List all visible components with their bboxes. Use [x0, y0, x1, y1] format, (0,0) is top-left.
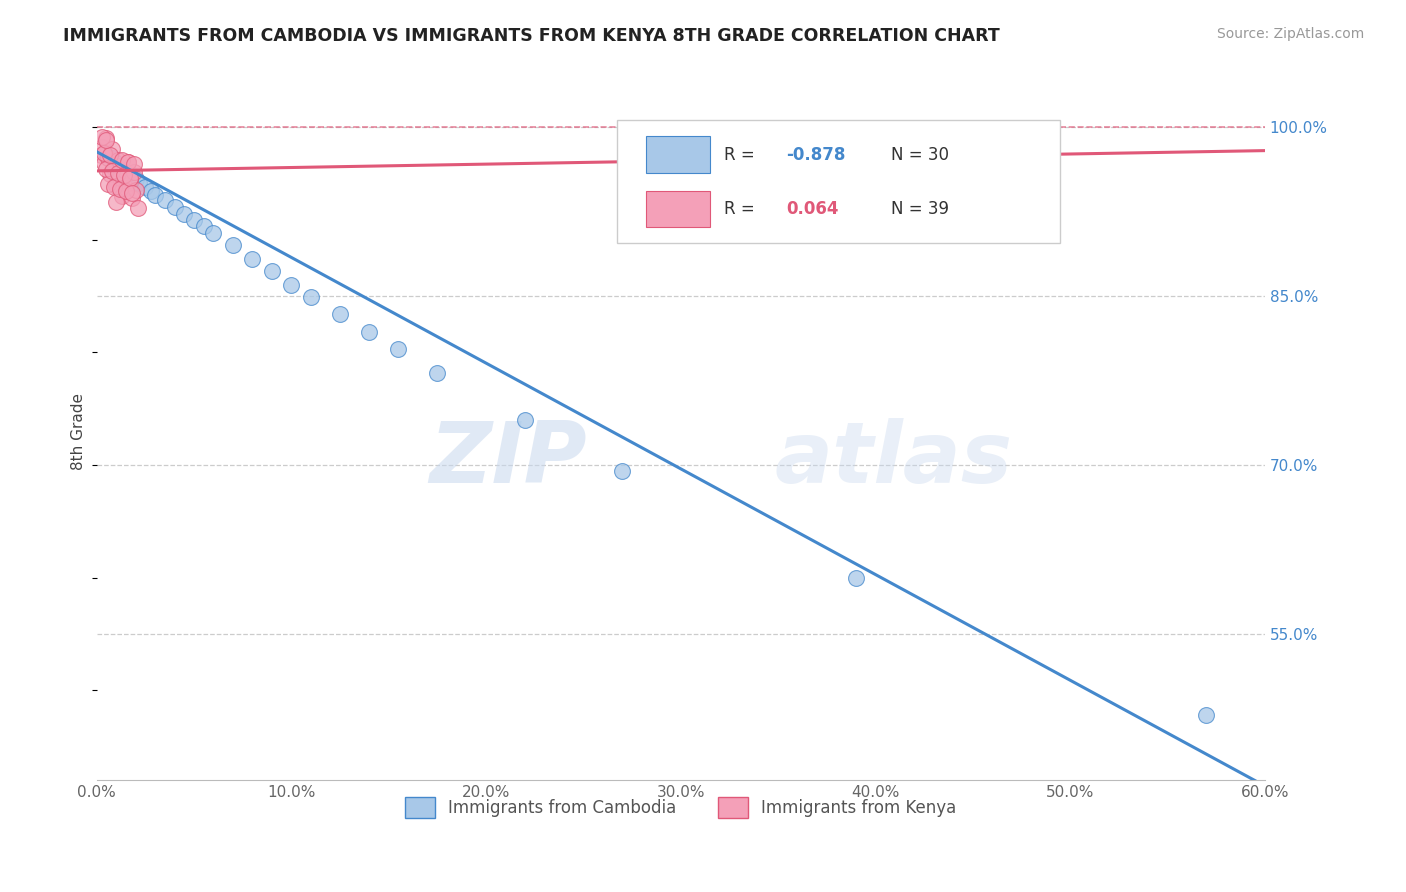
Point — [107, 166, 129, 180]
Text: N = 30: N = 30 — [891, 146, 949, 164]
Point — [98, 167, 121, 181]
Point — [222, 238, 245, 252]
Point — [260, 264, 283, 278]
Text: -0.878: -0.878 — [786, 146, 845, 164]
Point — [359, 325, 381, 339]
FancyBboxPatch shape — [616, 120, 1060, 243]
Point — [124, 183, 146, 197]
Point — [134, 179, 156, 194]
Point — [280, 277, 302, 292]
Text: R =: R = — [724, 146, 761, 164]
Point — [242, 252, 264, 266]
Point — [121, 169, 143, 183]
Point — [91, 130, 114, 145]
Text: R =: R = — [724, 201, 761, 219]
Point — [173, 207, 195, 221]
Point — [193, 219, 215, 233]
Point — [90, 148, 112, 162]
Point — [105, 195, 128, 210]
Point — [153, 193, 176, 207]
Point — [107, 153, 129, 167]
Point — [426, 366, 449, 380]
Point — [96, 131, 118, 145]
Point — [122, 165, 145, 179]
Bar — [645, 191, 710, 227]
Point — [1195, 708, 1218, 723]
Point — [96, 133, 118, 147]
Point — [101, 164, 124, 178]
Text: IMMIGRANTS FROM CAMBODIA VS IMMIGRANTS FROM KENYA 8TH GRADE CORRELATION CHART: IMMIGRANTS FROM CAMBODIA VS IMMIGRANTS F… — [63, 27, 1000, 45]
Point — [105, 178, 128, 193]
Point — [143, 187, 166, 202]
Point — [163, 200, 186, 214]
Point — [387, 342, 409, 356]
Point — [612, 463, 634, 477]
Point — [108, 160, 131, 174]
Point — [97, 178, 120, 192]
Point — [112, 162, 135, 177]
Point — [121, 191, 143, 205]
Text: ZIP: ZIP — [430, 417, 588, 500]
Text: Source: ZipAtlas.com: Source: ZipAtlas.com — [1216, 27, 1364, 41]
Point — [108, 170, 131, 185]
Point — [127, 201, 149, 215]
Point — [112, 169, 135, 183]
Point — [108, 182, 131, 196]
Point — [202, 226, 225, 240]
Point — [118, 170, 141, 185]
Point — [117, 154, 139, 169]
Point — [118, 173, 141, 187]
Point — [105, 156, 128, 170]
Point — [111, 188, 134, 202]
Bar — [645, 136, 710, 173]
Point — [93, 145, 115, 160]
Point — [513, 413, 536, 427]
Point — [183, 213, 205, 227]
Point — [103, 179, 125, 194]
Point — [128, 176, 150, 190]
Legend: Immigrants from Cambodia, Immigrants from Kenya: Immigrants from Cambodia, Immigrants fro… — [398, 790, 963, 824]
Point — [124, 171, 146, 186]
Text: atlas: atlas — [775, 417, 1012, 500]
Point — [141, 184, 163, 198]
Text: 0.064: 0.064 — [786, 201, 838, 219]
Point — [91, 140, 114, 154]
Point — [96, 148, 118, 162]
Point — [96, 161, 118, 176]
Point — [101, 143, 124, 157]
Text: N = 39: N = 39 — [891, 201, 949, 219]
Point — [93, 156, 115, 170]
Point — [98, 148, 121, 162]
Point — [121, 186, 143, 201]
Point — [845, 570, 868, 584]
Point — [111, 153, 134, 167]
Point — [101, 152, 124, 166]
Y-axis label: 8th Grade: 8th Grade — [72, 392, 86, 469]
Point — [115, 184, 138, 198]
Point — [329, 307, 352, 321]
Point — [122, 157, 145, 171]
Point — [299, 290, 322, 304]
Point — [97, 152, 120, 166]
Point — [117, 154, 139, 169]
Point — [115, 165, 138, 179]
Point — [103, 161, 125, 175]
Point — [689, 161, 711, 176]
Point — [115, 181, 138, 195]
